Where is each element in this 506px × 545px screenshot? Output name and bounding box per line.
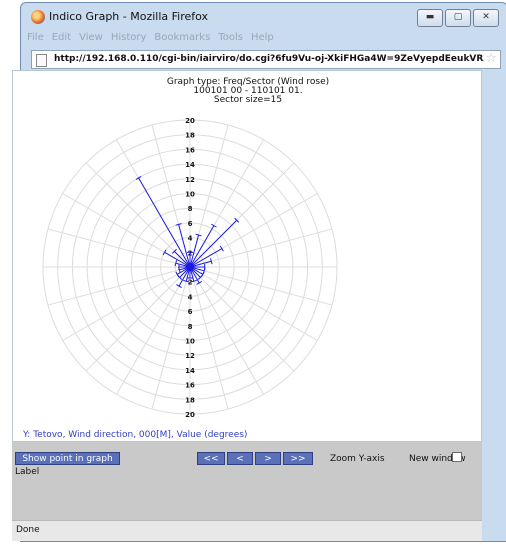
tick-label: 2: [188, 279, 193, 287]
menu-file[interactable]: File: [27, 32, 44, 43]
maximize-button[interactable]: ▢: [445, 9, 471, 27]
tick-label: 4: [188, 293, 193, 301]
sector-bar-cap: [196, 280, 203, 285]
sector-bar-cap: [176, 284, 182, 289]
rose-grid: [42, 119, 338, 415]
rose-tick-labels: 20181614121086422468101214161820: [185, 117, 195, 419]
new-window-checkbox[interactable]: [452, 452, 462, 462]
tick-label: 6: [188, 308, 193, 316]
graph-title-line3: Sector size=15: [214, 95, 282, 105]
tick-label: 4: [188, 235, 193, 243]
tick-label: 16: [185, 146, 195, 154]
menu-bar: File Edit View History Bookmarks Tools H…: [27, 32, 274, 43]
tick-label: 14: [185, 367, 195, 375]
grid-spoke: [189, 266, 333, 306]
sector-bar: [189, 248, 223, 268]
tick-label: 16: [185, 382, 195, 390]
wind-rose-chart: Graph type: Freq/Sector (Wind rose) 1001…: [42, 77, 338, 419]
sector-bar-cap: [175, 223, 182, 226]
tick-label: 12: [185, 176, 195, 184]
grid-spoke: [189, 266, 318, 341]
sector-bar: [138, 177, 191, 268]
sector-bar: [189, 225, 215, 268]
grid-spoke: [189, 266, 229, 410]
firefox-icon: [31, 10, 45, 24]
grid-spoke: [116, 266, 191, 395]
graph-title-line1: Graph type: Freq/Sector (Wind rose): [167, 77, 329, 87]
status-bar: Done: [12, 520, 482, 541]
sector-bar-cap: [175, 271, 180, 278]
sector-bar: [164, 251, 191, 268]
y-axis-label: Y: Tetovo, Wind direction, 000[M], Value…: [23, 430, 248, 440]
grid-spoke: [189, 228, 333, 268]
sector-bar-cap: [174, 260, 178, 267]
zoom-y-axis-link[interactable]: Zoom Y-axis: [330, 454, 385, 464]
tick-label: 18: [185, 132, 195, 140]
sector-bar-cap: [183, 279, 190, 283]
grid-spoke: [47, 266, 191, 306]
title-bar: Indico Graph - Mozilla Firefox ▬ ▢ ✕: [21, 3, 506, 31]
tick-label: 8: [188, 205, 193, 213]
graph-title-line2: 100101 00 - 110101 01.: [193, 86, 302, 96]
tick-label: 20: [185, 411, 195, 419]
sector-bar-cap: [211, 223, 217, 228]
sector-bar: [189, 219, 238, 268]
show-point-button[interactable]: Show point in graph: [15, 452, 120, 465]
grid-spoke: [151, 266, 191, 410]
close-button[interactable]: ✕: [473, 9, 499, 27]
graph-controls: Show point in graph << < > >> Zoom Y-axi…: [12, 442, 482, 520]
sector-bar: [189, 234, 200, 268]
nav-first-button[interactable]: <<: [197, 452, 225, 465]
sector-bar-cap: [190, 279, 197, 283]
page-icon: [36, 54, 47, 67]
rose-sector-bars: [135, 175, 240, 289]
window-buttons: ▬ ▢ ✕: [417, 9, 499, 27]
sector-bar-cap: [195, 233, 202, 237]
menu-tools[interactable]: Tools: [218, 32, 243, 43]
menu-help[interactable]: Help: [250, 32, 274, 43]
grid-spoke: [85, 162, 191, 268]
sector-bar-cap: [135, 175, 142, 180]
minimize-button[interactable]: ▬: [417, 9, 443, 27]
grid-spoke: [62, 266, 191, 341]
nav-last-button[interactable]: >>: [283, 452, 313, 465]
rose-center: [186, 263, 194, 271]
grid-spoke: [47, 228, 191, 268]
sector-bar-cap: [162, 249, 167, 256]
menu-bookmarks[interactable]: Bookmarks: [154, 32, 211, 43]
new-window-label: New window: [409, 454, 466, 464]
status-text: Done: [16, 525, 40, 535]
graph-content: Graph type: Freq/Sector (Wind rose) 1001…: [12, 70, 482, 442]
grid-spoke: [85, 266, 191, 372]
tick-label: 8: [188, 323, 193, 331]
nav-next-button[interactable]: >: [255, 452, 281, 465]
sector-bar-cap: [219, 245, 224, 252]
sector-bar-cap: [171, 248, 177, 254]
sector-bar-cap: [234, 217, 240, 223]
tick-label: 10: [185, 191, 195, 199]
menu-view[interactable]: View: [79, 32, 103, 43]
tick-label: 18: [185, 396, 195, 404]
address-bar[interactable]: http://192.168.0.110/cgi-bin/iairviro/do…: [31, 50, 501, 69]
sector-bar: [178, 224, 191, 268]
menu-edit[interactable]: Edit: [51, 32, 72, 43]
tick-label: 12: [185, 352, 195, 360]
nav-prev-button[interactable]: <: [227, 452, 253, 465]
window-title: Indico Graph - Mozilla Firefox: [49, 10, 209, 23]
bookmark-star-icon[interactable]: ☆: [485, 51, 497, 66]
tick-label: 6: [188, 220, 193, 228]
label-text: Label: [15, 467, 40, 477]
url-text[interactable]: http://192.168.0.110/cgi-bin/iairviro/do…: [54, 54, 484, 64]
menu-history[interactable]: History: [110, 32, 147, 43]
tick-label: 20: [185, 117, 195, 125]
tick-label: 14: [185, 161, 195, 169]
tick-label: 10: [185, 338, 195, 346]
sector-bar-cap: [210, 258, 213, 265]
grid-spoke: [189, 266, 295, 372]
grid-spoke: [189, 266, 264, 395]
sector-bar-cap: [197, 274, 203, 280]
